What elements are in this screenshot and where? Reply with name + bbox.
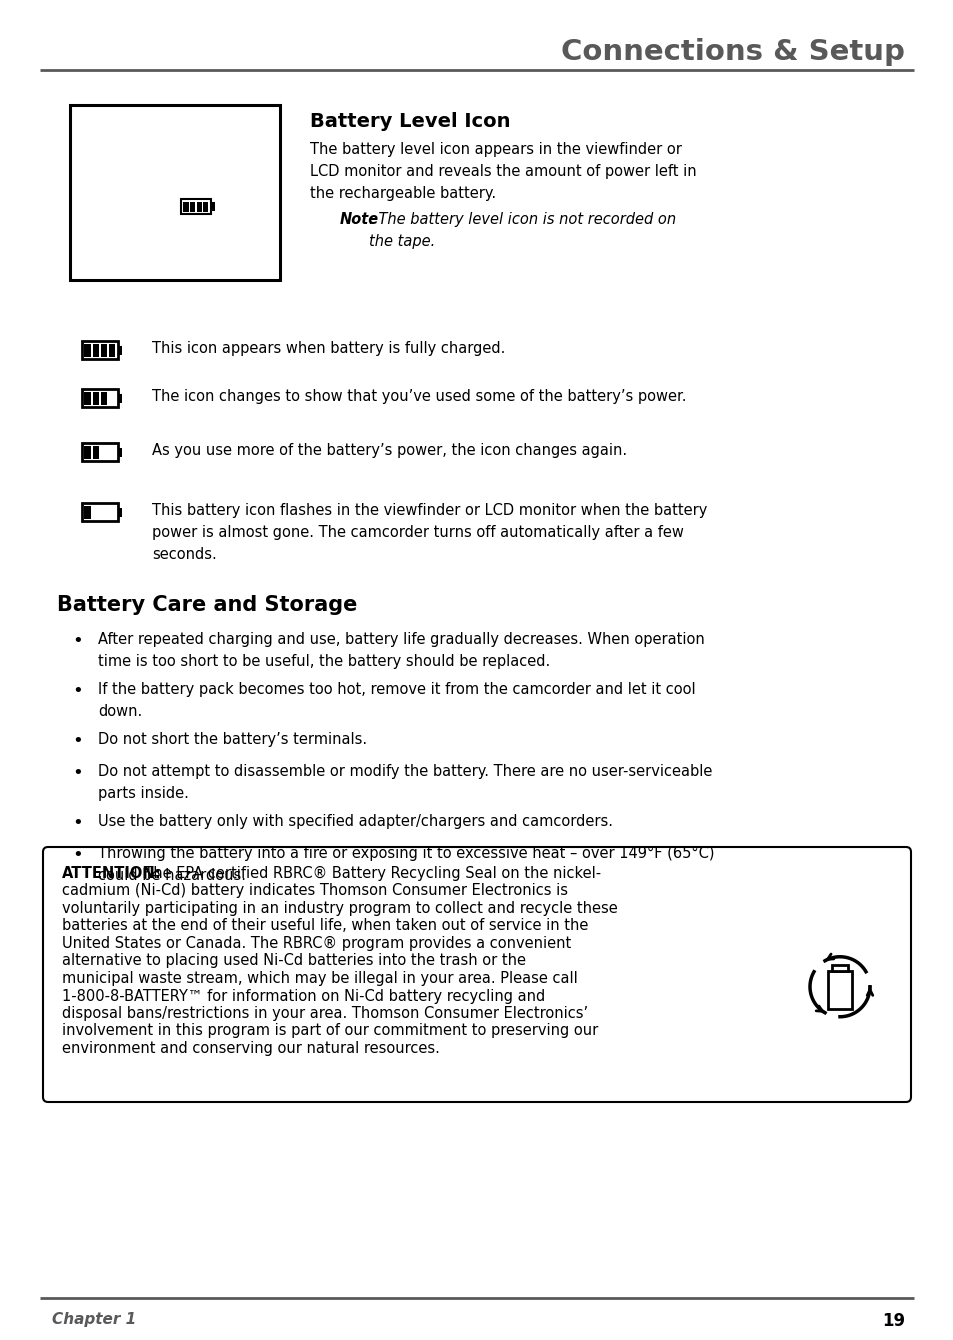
Text: The battery level icon appears in the viewfinder or
LCD monitor and reveals the : The battery level icon appears in the vi… xyxy=(310,142,696,201)
Text: After repeated charging and use, battery life gradually decreases. When operatio: After repeated charging and use, battery… xyxy=(98,632,704,669)
Bar xyxy=(85,343,91,356)
Text: environment and conserving our natural resources.: environment and conserving our natural r… xyxy=(62,1041,439,1056)
Text: 19: 19 xyxy=(881,1312,904,1331)
Bar xyxy=(82,502,118,521)
Text: alternative to placing used Ni-Cd batteries into the trash or the: alternative to placing used Ni-Cd batter… xyxy=(62,954,525,969)
Text: : The battery level icon is not recorded on
the tape.: : The battery level icon is not recorded… xyxy=(369,212,676,249)
Bar xyxy=(92,343,99,356)
Bar xyxy=(183,201,189,212)
Text: Connections & Setup: Connections & Setup xyxy=(560,38,904,66)
Bar xyxy=(109,343,115,356)
Bar xyxy=(118,508,122,516)
Bar xyxy=(92,445,99,458)
Text: •: • xyxy=(71,813,83,832)
Bar xyxy=(203,201,209,212)
Text: voluntarily participating in an industry program to collect and recycle these: voluntarily participating in an industry… xyxy=(62,900,618,917)
Text: •: • xyxy=(71,682,83,699)
Bar xyxy=(85,391,91,405)
FancyBboxPatch shape xyxy=(43,847,910,1101)
Text: Do not short the battery’s terminals.: Do not short the battery’s terminals. xyxy=(98,732,367,746)
Bar xyxy=(101,343,108,356)
Text: ATTENTION:: ATTENTION: xyxy=(62,866,161,880)
Text: United States or Canada. The RBRC® program provides a convenient: United States or Canada. The RBRC® progr… xyxy=(62,937,571,951)
Text: •: • xyxy=(71,732,83,750)
Bar xyxy=(70,105,280,280)
Bar xyxy=(85,445,91,458)
Text: Throwing the battery into a fire or exposing it to excessive heat – over 149°F (: Throwing the battery into a fire or expo… xyxy=(98,846,714,883)
Bar xyxy=(196,201,202,212)
Bar xyxy=(190,201,195,212)
Text: Chapter 1: Chapter 1 xyxy=(52,1312,136,1327)
Text: •: • xyxy=(71,632,83,650)
Text: This icon appears when battery is fully charged.: This icon appears when battery is fully … xyxy=(152,340,505,356)
Text: This battery icon flashes in the viewfinder or LCD monitor when the battery
powe: This battery icon flashes in the viewfin… xyxy=(152,502,706,563)
Bar xyxy=(82,340,118,359)
Bar xyxy=(118,346,122,355)
Text: The EPA certified RBRC® Battery Recycling Seal on the nickel-: The EPA certified RBRC® Battery Recyclin… xyxy=(135,866,600,880)
Text: disposal bans/restrictions in your area. Thomson Consumer Electronics’: disposal bans/restrictions in your area.… xyxy=(62,1006,587,1021)
Text: Battery Care and Storage: Battery Care and Storage xyxy=(57,595,357,615)
Text: Battery Level Icon: Battery Level Icon xyxy=(310,113,510,131)
Bar xyxy=(181,200,211,214)
Text: batteries at the end of their useful life, when taken out of service in the: batteries at the end of their useful lif… xyxy=(62,918,588,934)
Text: Use the battery only with specified adapter/chargers and camcorders.: Use the battery only with specified adap… xyxy=(98,813,613,829)
Text: involvement in this program is part of our commitment to preserving our: involvement in this program is part of o… xyxy=(62,1024,598,1038)
Bar xyxy=(92,391,99,405)
Text: cadmium (Ni-Cd) battery indicates Thomson Consumer Electronics is: cadmium (Ni-Cd) battery indicates Thomso… xyxy=(62,883,567,899)
Text: •: • xyxy=(71,846,83,864)
Bar xyxy=(82,444,118,461)
Text: Do not attempt to disassemble or modify the battery. There are no user-serviceab: Do not attempt to disassemble or modify … xyxy=(98,764,712,801)
Text: 1-800-8-BATTERY™ for information on Ni-Cd battery recycling and: 1-800-8-BATTERY™ for information on Ni-C… xyxy=(62,989,545,1004)
Text: municipal waste stream, which may be illegal in your area. Please call: municipal waste stream, which may be ill… xyxy=(62,972,578,986)
Bar xyxy=(831,965,847,970)
Text: If the battery pack becomes too hot, remove it from the camcorder and let it coo: If the battery pack becomes too hot, rem… xyxy=(98,682,695,720)
Text: Note: Note xyxy=(339,212,378,226)
Text: •: • xyxy=(71,764,83,783)
Bar xyxy=(101,391,108,405)
Bar xyxy=(118,394,122,402)
Bar xyxy=(82,389,118,407)
Bar xyxy=(211,202,214,210)
Text: The icon changes to show that you’ve used some of the battery’s power.: The icon changes to show that you’ve use… xyxy=(152,389,686,403)
Bar xyxy=(85,505,91,519)
Bar xyxy=(827,970,851,1009)
Bar xyxy=(118,448,122,457)
Text: As you use more of the battery’s power, the icon changes again.: As you use more of the battery’s power, … xyxy=(152,444,626,458)
